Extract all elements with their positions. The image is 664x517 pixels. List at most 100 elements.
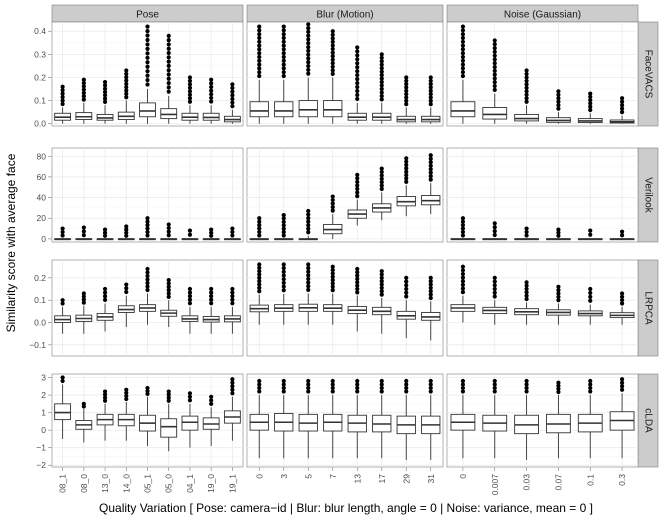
outlier-point [428, 156, 433, 161]
outlier-point [379, 66, 384, 71]
y-tick-label: 1 [41, 408, 46, 418]
boxplot-lrpca-05_1 [139, 266, 156, 325]
outlier-point [230, 301, 235, 306]
outlier-point [209, 81, 214, 86]
outlier-point [404, 169, 409, 174]
outlier-point [187, 394, 193, 399]
outlier-point [187, 391, 193, 396]
outlier-point [330, 277, 335, 283]
outlier-point [209, 227, 214, 232]
outlier-point [257, 285, 262, 291]
outlier-point [145, 37, 150, 43]
y-tick-label: 0.2 [34, 72, 46, 82]
boxplot-facevacs-0 [249, 24, 269, 124]
y-tick-label: 0.1 [34, 96, 46, 106]
outlier-point [404, 382, 409, 387]
outlier-point [330, 201, 335, 206]
outlier-point [306, 22, 311, 27]
outlier-point [428, 98, 433, 103]
outlier-point [187, 398, 193, 403]
boxplot-clda-0.03 [514, 378, 539, 460]
outlier-point [145, 223, 150, 228]
outlier-point [428, 167, 433, 172]
outlier-point [588, 107, 593, 113]
outlier-point [428, 385, 433, 391]
outlier-point [209, 301, 214, 306]
boxplot-verilook-19_0 [202, 227, 220, 241]
boxplot-clda-13 [347, 378, 367, 459]
outlier-point [257, 378, 262, 384]
outlier-point [428, 279, 433, 284]
outlier-point [379, 69, 384, 74]
outlier-point [524, 89, 529, 94]
outlier-point [330, 284, 335, 289]
outlier-point [209, 77, 214, 82]
outlier-point [492, 49, 497, 54]
outlier-point [428, 285, 433, 291]
outlier-point [60, 98, 65, 103]
outlier-point [556, 89, 561, 94]
boxplot-lrpca-0 [249, 262, 269, 325]
outlier-point [460, 47, 466, 52]
outlier-point [102, 99, 108, 104]
boxplot-clda-08_1 [54, 375, 72, 439]
outlier-point [306, 56, 311, 61]
column-strip-label: Pose [136, 10, 159, 21]
outlier-point [428, 163, 433, 168]
outlier-point [330, 385, 335, 391]
outlier-point [619, 233, 625, 238]
outlier-point [209, 394, 214, 399]
boxplot-verilook-7 [323, 194, 343, 239]
outlier-point [379, 186, 384, 192]
boxplot-clda-31 [421, 378, 441, 460]
outlier-point [81, 297, 86, 302]
x-tick-label: 0.1 [585, 474, 595, 486]
boxplot-lrpca-04_1 [181, 286, 199, 334]
outlier-point [281, 47, 286, 52]
outlier-point [330, 71, 335, 77]
outlier-point [524, 233, 529, 238]
boxplot-facevacs-04_1 [181, 75, 199, 124]
outlier-point [556, 386, 561, 392]
outlier-point [166, 284, 171, 289]
y-tick-label: −0.1 [29, 340, 46, 350]
x-tick-label: 19_1 [227, 474, 237, 493]
outlier-point [619, 387, 625, 392]
outlier-point [166, 59, 171, 64]
outlier-point [145, 270, 150, 275]
iqr-box [54, 403, 72, 421]
outlier-point [281, 213, 286, 218]
x-tick-label: 0.03 [522, 474, 532, 491]
outlier-point [379, 180, 384, 185]
boxplot-facevacs-0.1 [577, 91, 603, 124]
boxplot-lrpca-14_0 [117, 282, 135, 327]
outlier-point [460, 229, 466, 235]
iqr-box [298, 100, 318, 118]
outlier-point [355, 385, 360, 391]
outlier-point [209, 297, 214, 302]
outlier-point [102, 398, 108, 403]
outlier-point [145, 229, 150, 235]
outlier-point [379, 173, 384, 178]
outlier-point [379, 176, 384, 181]
outlier-point [379, 378, 384, 384]
iqr-box [181, 415, 199, 431]
iqr-box [274, 101, 294, 118]
boxplot-facevacs-0.07 [546, 89, 571, 124]
outlier-point [281, 273, 286, 278]
outlier-point [379, 289, 384, 294]
outlier-point [460, 223, 466, 228]
x-tick-label: 04_1 [185, 474, 195, 493]
outlier-point [81, 84, 86, 89]
outlier-point [102, 227, 108, 232]
outlier-point [306, 385, 311, 391]
outlier-point [257, 216, 262, 221]
outlier-point [81, 291, 86, 296]
outlier-point [60, 101, 65, 107]
outlier-point [166, 225, 171, 231]
outlier-point [281, 230, 286, 235]
outlier-point [379, 183, 384, 188]
x-tick-label: 7 [328, 474, 338, 479]
boxplot-verilook-29 [396, 156, 416, 217]
outlier-point [306, 273, 311, 278]
